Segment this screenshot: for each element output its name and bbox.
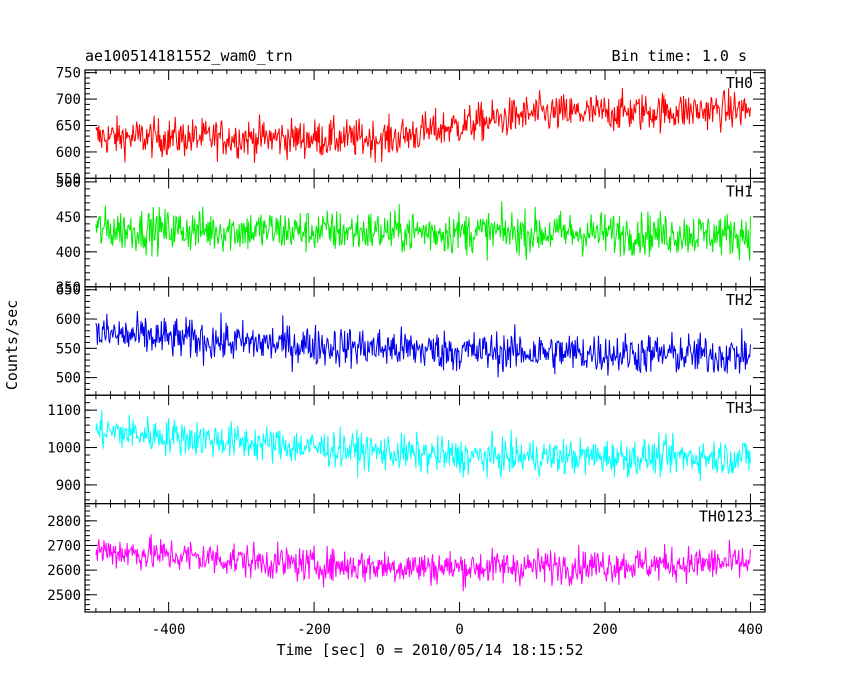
panel-label-th2: TH2 <box>726 291 753 309</box>
y-tick-label: 550 <box>56 171 81 187</box>
y-tick-label: 750 <box>56 66 81 82</box>
panel-th2: 500 550 600 650 TH2 <box>56 283 766 396</box>
y-tick-label: 450 <box>56 210 81 226</box>
panel-frame <box>84 503 766 613</box>
x-tick-label: 0 <box>455 622 463 638</box>
panel-th1: 350 400 450 500 TH1 <box>56 175 766 296</box>
y-tick-label: 1100 <box>47 403 81 419</box>
y-tick-label: 350 <box>56 280 81 296</box>
panel-label-th0: TH0 <box>726 74 753 92</box>
panel-label-th3: TH3 <box>726 399 753 417</box>
y-tick-label: 400 <box>56 245 81 261</box>
y-tick-label: 550 <box>56 341 81 357</box>
x-tick-label: 400 <box>738 622 763 638</box>
panel-label-th1: TH1 <box>726 182 753 200</box>
panel-label-th0123: TH0123 <box>699 508 753 526</box>
y-tick-label: 500 <box>56 175 81 191</box>
x-tick-label: -400 <box>152 622 186 638</box>
y-tick-label: 1000 <box>47 441 81 457</box>
panel-frame <box>84 286 766 396</box>
y-tick-label: 500 <box>56 371 81 387</box>
chart-title: ae100514181552_wam0_trn <box>85 47 293 65</box>
y-tick-label: 650 <box>56 283 81 299</box>
series-line-th0123 <box>95 534 751 592</box>
y-tick-label: 2700 <box>47 538 81 554</box>
x-tick-label: -200 <box>297 622 331 638</box>
x-axis-label: Time [sec] 0 = 2010/05/14 18:15:52 <box>276 641 583 659</box>
panel-th0123: 2500 2600 2700 2800 TH0123 <box>47 503 766 613</box>
panel-th3: 900 1000 1100 TH3 <box>47 394 766 505</box>
y-tick-label: 2600 <box>47 563 81 579</box>
bin-time-label: Bin time: 1.0 s <box>612 47 747 65</box>
y-tick-label: 600 <box>56 312 81 328</box>
y-tick-label: 650 <box>56 119 81 135</box>
series-line-th3 <box>95 409 751 482</box>
series-line-th1 <box>95 201 751 261</box>
y-tick-label: 900 <box>56 478 81 494</box>
y-tick-label: 2800 <box>47 514 81 530</box>
y-tick-label: 600 <box>56 145 81 161</box>
series-line-th2 <box>95 311 751 378</box>
x-tick-label: 200 <box>592 622 617 638</box>
y-tick-label: 2500 <box>47 588 81 604</box>
y-axis-label: Counts/sec <box>3 300 21 390</box>
series-line-th0 <box>95 88 751 163</box>
y-tick-label: 700 <box>56 92 81 108</box>
panel-th0: 550 600 650 700 750 TH0 <box>56 66 766 187</box>
